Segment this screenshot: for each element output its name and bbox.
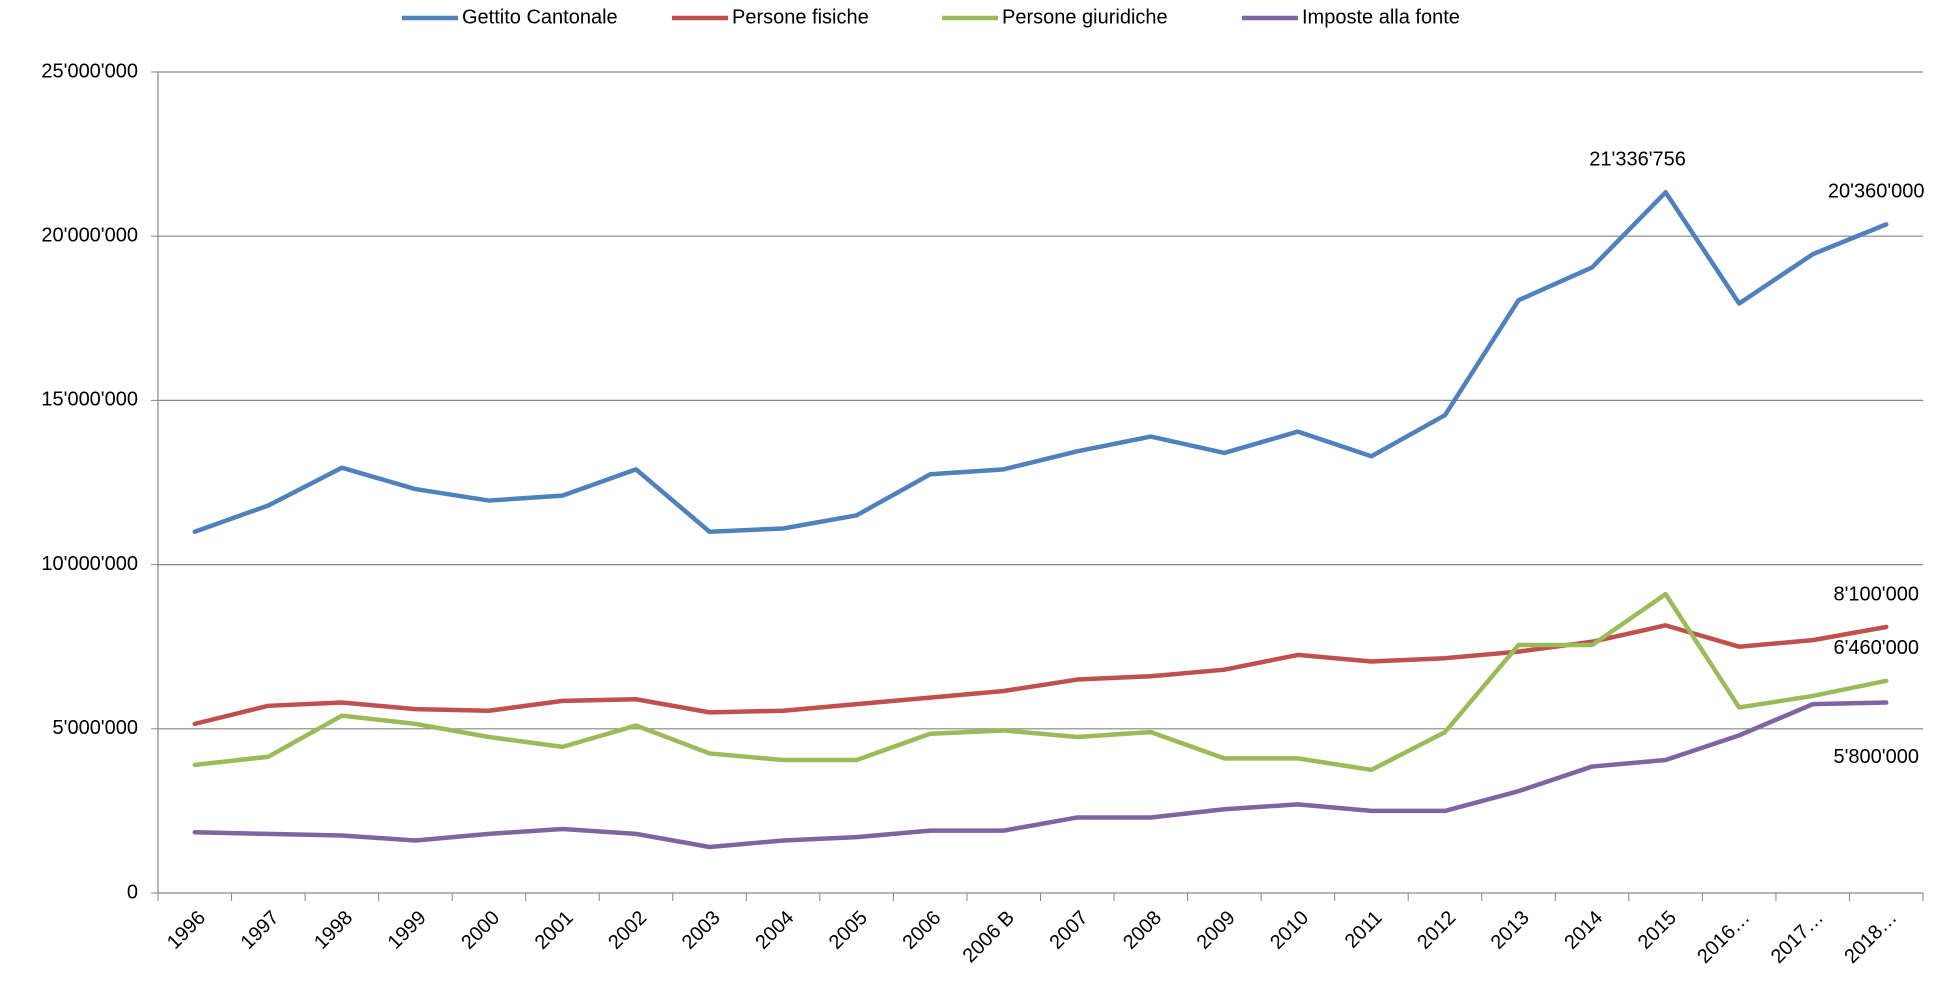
y-tick-label: 10'000'000 [41, 553, 138, 575]
x-tick-label: 2006 B [959, 907, 1019, 967]
x-tick-label: 2012 [1413, 907, 1460, 954]
x-tick-label: 2015 [1634, 907, 1681, 954]
x-tick-label: 1998 [310, 907, 357, 954]
legend-label: Gettito Cantonale [462, 6, 618, 28]
x-tick-label: 2006 [898, 907, 945, 954]
legend-label: Persone fisiche [732, 6, 869, 28]
x-tick-label: 2001 [531, 907, 578, 954]
x-tick-label: 2000 [457, 907, 504, 954]
series-line [192, 700, 1889, 850]
legend-label: Persone giuridiche [1002, 6, 1168, 28]
x-tick-label: 2013 [1487, 907, 1534, 954]
x-tick-label: 2008 [1119, 907, 1166, 954]
data-label: 6'460'000 [1833, 637, 1919, 659]
x-tick-label: 1997 [237, 907, 284, 954]
series-line [192, 623, 1889, 727]
x-tick-label: 2018… [1840, 907, 1901, 968]
x-tick-label: 2005 [825, 907, 872, 954]
y-tick-label: 20'000'000 [41, 224, 138, 246]
y-tick-label: 5'000'000 [53, 717, 139, 739]
legend-label: Imposte alla fonte [1302, 6, 1460, 28]
x-tick-label: 2016… [1693, 907, 1754, 968]
x-tick-label: 1999 [384, 907, 431, 954]
series-line [192, 591, 1889, 773]
x-tick-label: 2014 [1560, 907, 1607, 954]
x-tick-label: 2003 [678, 907, 725, 954]
data-label: 5'800'000 [1833, 746, 1919, 768]
data-label: 8'100'000 [1833, 583, 1919, 605]
series-line [192, 190, 1889, 535]
x-tick-label: 2011 [1341, 907, 1387, 953]
x-tick-label: 2004 [751, 907, 798, 954]
x-tick-label: 2009 [1193, 907, 1240, 954]
x-tick-label: 2002 [604, 907, 651, 954]
data-label: 21'336'756 [1589, 149, 1686, 171]
x-tick-label: 2017… [1767, 907, 1828, 968]
y-tick-label: 25'000'000 [41, 60, 138, 82]
x-tick-label: 1996 [163, 907, 210, 954]
x-tick-label: 2010 [1266, 907, 1313, 954]
y-tick-label: 0 [127, 881, 138, 903]
data-label: 20'360'000 [1828, 181, 1925, 203]
x-tick-label: 2007 [1046, 907, 1093, 954]
y-tick-label: 15'000'000 [41, 389, 138, 411]
